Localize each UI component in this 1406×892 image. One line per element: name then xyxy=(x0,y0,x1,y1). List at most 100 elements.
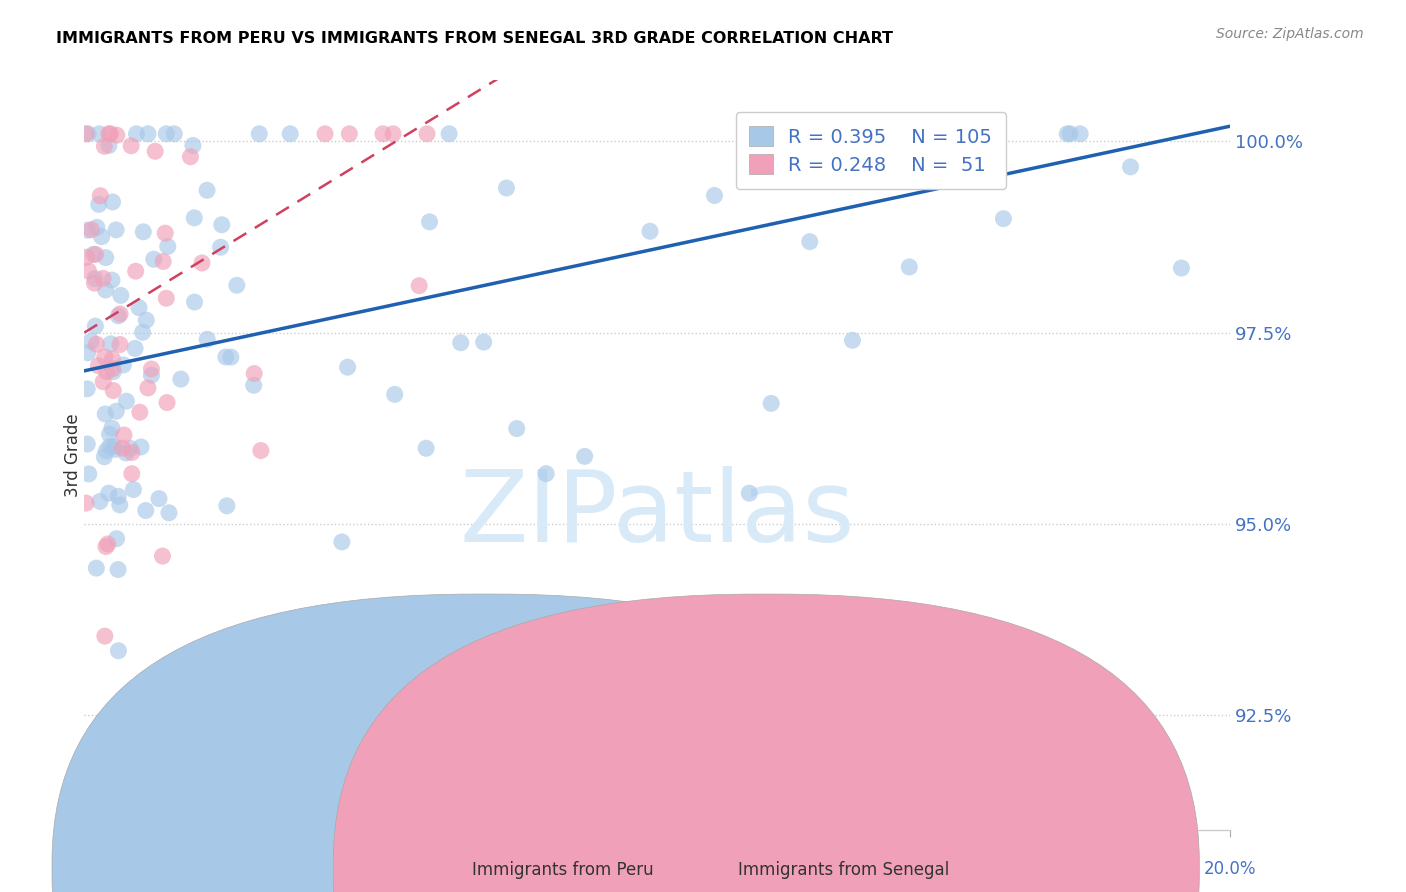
Point xyxy=(105,532,128,546)
Point xyxy=(121,445,143,459)
Point xyxy=(128,301,150,315)
Point xyxy=(107,309,129,323)
Point xyxy=(90,229,112,244)
Point xyxy=(179,150,201,164)
Point xyxy=(495,181,517,195)
Point xyxy=(122,483,145,497)
Point xyxy=(152,254,174,268)
Point xyxy=(97,537,120,551)
Point xyxy=(111,441,134,455)
Point xyxy=(534,467,557,481)
Point xyxy=(738,486,761,500)
Point xyxy=(93,450,115,464)
Point xyxy=(128,405,150,419)
Point xyxy=(101,421,124,435)
Point xyxy=(108,498,131,512)
Point xyxy=(215,499,238,513)
Point xyxy=(76,346,98,360)
Point xyxy=(87,197,110,211)
Point xyxy=(157,723,180,738)
Point xyxy=(120,138,142,153)
Point xyxy=(136,381,159,395)
Point xyxy=(86,220,108,235)
Point xyxy=(103,384,125,398)
Point xyxy=(108,337,131,351)
Point xyxy=(163,127,186,141)
Point xyxy=(107,489,129,503)
Point xyxy=(105,223,128,237)
Point xyxy=(215,350,238,364)
Point xyxy=(703,188,725,202)
Point xyxy=(330,535,353,549)
Point xyxy=(152,549,174,563)
Point xyxy=(80,334,103,349)
Point xyxy=(242,378,264,392)
Point xyxy=(94,629,117,643)
Point xyxy=(93,139,115,153)
Point xyxy=(191,256,214,270)
Point xyxy=(131,326,153,340)
Point xyxy=(101,351,124,366)
Point xyxy=(120,442,142,456)
Point xyxy=(250,443,273,458)
Point xyxy=(97,138,120,153)
Point xyxy=(761,396,783,410)
Point xyxy=(181,138,204,153)
Point xyxy=(89,494,111,508)
Point xyxy=(76,437,98,451)
Point xyxy=(94,407,117,421)
FancyBboxPatch shape xyxy=(52,594,918,892)
Point xyxy=(384,387,406,401)
Point xyxy=(83,271,105,285)
Point xyxy=(247,127,270,141)
Point xyxy=(124,342,146,356)
Point xyxy=(219,350,242,364)
Point xyxy=(87,359,110,373)
Point xyxy=(110,288,132,302)
Point xyxy=(898,260,921,274)
Point xyxy=(75,496,97,510)
Text: ZIPatlas: ZIPatlas xyxy=(460,467,855,564)
Point xyxy=(82,247,104,261)
Point xyxy=(141,362,163,376)
Point xyxy=(141,368,163,383)
Point xyxy=(94,540,117,554)
Point xyxy=(105,404,128,418)
Point xyxy=(143,145,166,159)
Point xyxy=(209,240,232,254)
Point xyxy=(98,439,121,453)
Point xyxy=(132,225,155,239)
Point xyxy=(1059,127,1081,141)
Point xyxy=(76,250,98,264)
Point xyxy=(97,127,120,141)
Text: 0.0%: 0.0% xyxy=(63,860,105,878)
Point xyxy=(437,127,460,141)
Text: 20.0%: 20.0% xyxy=(1204,860,1257,878)
Point xyxy=(135,313,157,327)
Point xyxy=(945,127,967,141)
Point xyxy=(786,127,808,141)
Point xyxy=(506,421,529,435)
Point xyxy=(112,358,135,372)
Point xyxy=(96,443,118,458)
Point xyxy=(94,283,117,297)
Point xyxy=(94,350,117,364)
Point xyxy=(1069,127,1091,141)
Point xyxy=(799,235,821,249)
Point xyxy=(155,226,177,240)
Text: IMMIGRANTS FROM PERU VS IMMIGRANTS FROM SENEGAL 3RD GRADE CORRELATION CHART: IMMIGRANTS FROM PERU VS IMMIGRANTS FROM … xyxy=(56,31,893,46)
Point xyxy=(104,442,127,457)
Point xyxy=(84,319,107,334)
Point xyxy=(157,506,180,520)
Point xyxy=(336,360,359,375)
Point xyxy=(125,127,148,141)
Point xyxy=(148,491,170,506)
Point xyxy=(80,223,103,237)
Point xyxy=(841,334,863,348)
Point xyxy=(77,127,100,141)
Point xyxy=(86,337,108,351)
Point xyxy=(91,375,114,389)
Point xyxy=(89,188,111,202)
Point xyxy=(103,440,125,454)
Point xyxy=(114,446,136,460)
